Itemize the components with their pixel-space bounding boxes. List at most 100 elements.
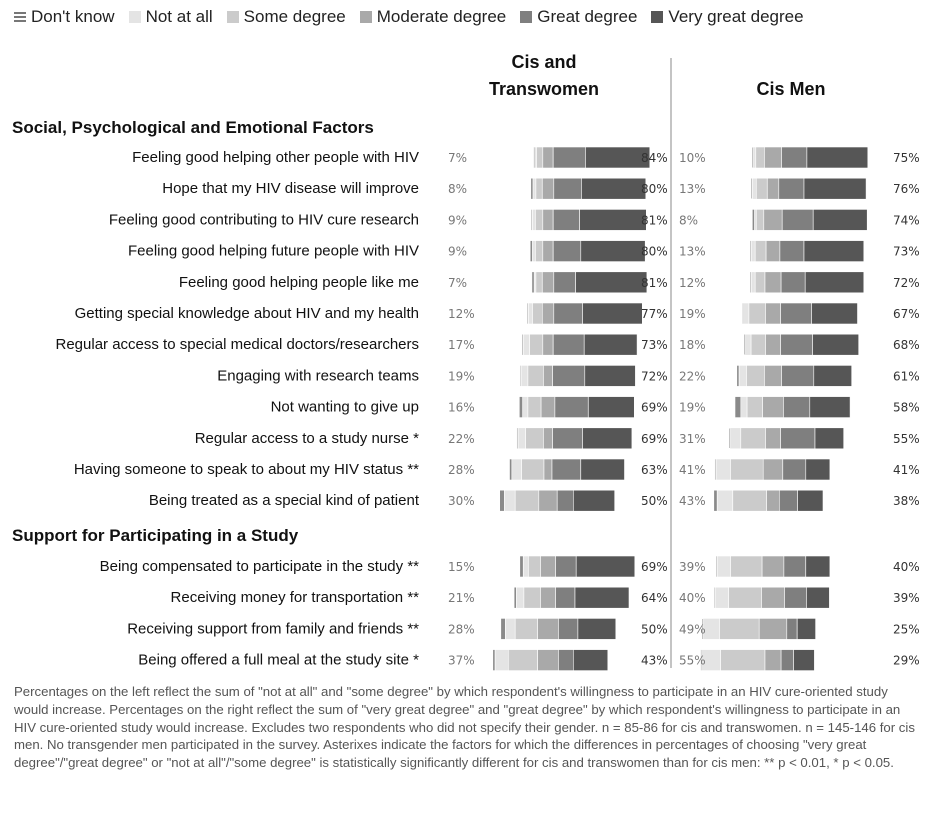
women-right-percent: 81% (641, 213, 668, 227)
women-bar-segment (552, 365, 586, 387)
men-bar-segment (716, 555, 731, 578)
row-label: Regular access to special medical doctor… (56, 336, 420, 353)
women-right-percent: 50% (641, 622, 668, 636)
men-left-percent: 13% (679, 182, 706, 196)
women-right-percent: 63% (641, 463, 668, 477)
women-right-percent: 72% (641, 369, 668, 383)
men-right-percent: 25% (893, 622, 920, 636)
women-bar-segment (500, 618, 506, 640)
men-bar-segment (783, 396, 811, 418)
men-bar-segment (751, 209, 755, 231)
women-right-percent: 64% (641, 591, 668, 605)
row-label: Engaging with research teams (217, 367, 419, 384)
women-bar-segment (555, 555, 577, 578)
men-bar-segment (780, 427, 816, 450)
chart-footnote: Percentages on the left reflect the sum … (14, 684, 915, 771)
women-bar-segment (540, 555, 556, 578)
women-bar-segment (580, 458, 625, 481)
men-bar-segment (781, 209, 814, 231)
men-left-percent: 19% (679, 307, 706, 321)
women-bar-segment (580, 240, 646, 262)
men-bar-segment (732, 489, 767, 512)
men-bar-segment (765, 427, 781, 450)
men-bar-segment (762, 396, 784, 418)
men-right-percent: 39% (893, 591, 920, 605)
legend-swatch-great-degree (520, 11, 533, 23)
men-bar-segment (806, 586, 830, 609)
men-right-percent: 61% (893, 369, 920, 383)
women-bar-segment (552, 146, 586, 169)
women-bar-segment (525, 427, 544, 450)
women-bar-segment (587, 396, 635, 418)
women-bar-segment (542, 240, 554, 262)
women-right-percent: 43% (641, 654, 668, 668)
men-bar-segment (750, 240, 756, 262)
men-left-percent: 31% (679, 432, 706, 446)
women-bar-segment (513, 586, 517, 609)
women-bar-segment (585, 146, 651, 169)
row-label: Feeling good helping future people with … (128, 243, 419, 260)
men-bar-segment (720, 649, 766, 671)
women-bar-segment (532, 240, 536, 262)
women-left-percent: 12% (448, 307, 475, 321)
men-bar-segment (715, 586, 729, 609)
women-bar-segment (541, 302, 555, 325)
women-left-percent: 22% (448, 432, 475, 446)
women-bar-segment (553, 177, 582, 200)
men-bar-segment (778, 489, 798, 512)
men-bar-segment (783, 555, 807, 578)
row-label: Having someone to speak to about my HIV … (74, 461, 419, 478)
row-label: Hope that my HIV disease will improve (162, 180, 419, 197)
legend-item-moderate-degree: Moderate degree (359, 7, 506, 27)
men-bar-segment (740, 396, 748, 418)
men-bar-segment (780, 271, 806, 294)
women-bar-segment (505, 618, 516, 640)
women-bar-segment (532, 209, 536, 231)
men-bar-segment (806, 146, 869, 169)
women-left-percent: 16% (448, 401, 475, 415)
men-bar-segment (803, 177, 867, 200)
men-bar-segment (762, 458, 784, 481)
men-bar-segment (736, 365, 740, 387)
legend-swatch-dont-know (14, 12, 26, 22)
women-bar-segment (522, 333, 530, 356)
women-bar-segment (553, 302, 583, 325)
men-bar-segment (786, 618, 798, 640)
women-bar-segment (511, 458, 522, 481)
row-label: Being offered a full meal at the study s… (138, 652, 419, 669)
men-bar-segment (751, 177, 757, 200)
men-right-percent: 40% (893, 560, 920, 574)
men-left-percent: 19% (679, 401, 706, 415)
women-left-percent: 7% (448, 276, 467, 290)
women-bar-segment (543, 427, 553, 450)
section-title-social-psychological-and-emotional-factors: Social, Psychological and Emotional Fact… (12, 118, 374, 137)
men-bar-segment (780, 333, 814, 356)
legend-item-very-great-degree: Very great degree (651, 7, 804, 27)
women-bar-segment (558, 649, 574, 671)
men-bar-segment (784, 586, 807, 609)
women-bar-segment (572, 489, 615, 512)
men-bar-segment (764, 649, 782, 671)
women-bar-segment (552, 209, 580, 231)
men-left-percent: 39% (679, 560, 706, 574)
women-bar-segment (529, 333, 544, 356)
men-left-percent: 12% (679, 276, 706, 290)
women-bar-segment (540, 586, 556, 609)
men-bar-segment (729, 427, 742, 450)
legend-swatch-not-at-all (128, 11, 141, 23)
men-bar-segment (713, 489, 718, 512)
row-label: Not wanting to give up (271, 399, 419, 416)
women-bar-segment (536, 146, 544, 169)
women-bar-segment (583, 333, 638, 356)
legend-swatch-some-degree (226, 11, 239, 23)
men-right-percent: 75% (893, 151, 920, 165)
row-label: Feeling good helping other people with H… (132, 149, 419, 166)
women-bar-segment (499, 489, 505, 512)
women-bar-segment (522, 555, 529, 578)
legend-label: Some degree (243, 7, 346, 26)
women-bar-segment (558, 618, 579, 640)
section-title-support-for-participating-in-a-study: Support for Participating in a Study (12, 526, 299, 545)
women-bar-segment (551, 458, 582, 481)
women-right-percent: 81% (641, 276, 668, 290)
men-right-percent: 67% (893, 307, 920, 321)
